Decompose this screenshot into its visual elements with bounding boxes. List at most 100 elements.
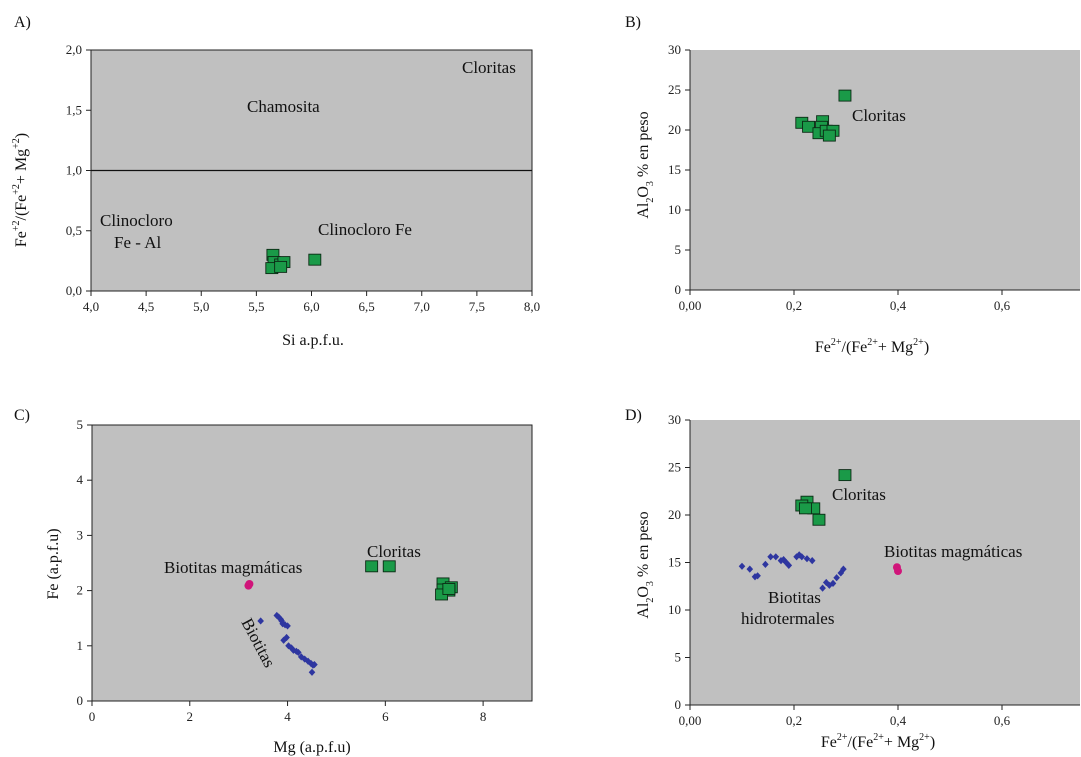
x-tick-label: 4,5 [138, 299, 154, 314]
panel-d-annotation-biotitas-magmaticas: Biotitas magmáticas [884, 542, 1022, 561]
panel-b-annotation-cloritas: Cloritas [852, 106, 906, 125]
x-tick-label: 0 [89, 709, 96, 724]
panel-c-label: C) [14, 407, 30, 424]
x-tick-label: 4,0 [83, 299, 99, 314]
y-tick-label: 2 [77, 583, 84, 598]
panel-d-y-ticks: 0 5 10 15 20 25 30 [668, 412, 690, 712]
panel-a-label: A) [14, 14, 31, 31]
panel-a-annotation-chamosita: Chamosita [247, 97, 320, 116]
panel-b-plot-area [690, 50, 1080, 290]
biotita-hidrotermal-point [840, 565, 847, 573]
biotita-hidrotermal-point [785, 561, 793, 569]
clorita-point [812, 513, 826, 526]
panel-a-y-ticks: 0,0 0,5 1,0 1,5 2,0 [66, 42, 91, 298]
x-tick-label: 7,0 [414, 299, 430, 314]
panel-c-points [244, 560, 458, 676]
y-tick-label: 5 [675, 242, 682, 257]
biotita-hidrotermal-point [746, 565, 754, 573]
panel-b-y-axis-label: Al2O3 % en peso [635, 111, 656, 218]
x-tick-label: 0,6 [994, 713, 1011, 728]
biotita-hidrotermal-point [803, 555, 811, 563]
panel-c-x-axis-label: Mg (a.p.f.u) [273, 739, 350, 756]
panel-a-x-axis-label: Si a.p.f.u. [282, 332, 344, 349]
panel-c-annotation-cloritas: Cloritas [367, 542, 421, 561]
y-tick-label: 0 [675, 282, 682, 297]
panel-d-points [738, 469, 902, 592]
clorita-point [442, 582, 456, 595]
x-tick-label: 0,00 [679, 713, 702, 728]
y-tick-label: 0,5 [66, 223, 82, 238]
y-tick-label: 1,5 [66, 102, 82, 117]
panel-c: C) 0 2 4 6 8 0 1 2 3 4 5 Biotitas magmáticas Clor… [14, 407, 533, 756]
biotita-hidrotermal-point [285, 642, 292, 650]
biotita-hidrotermal-point [295, 648, 302, 657]
biotita-hidrotermal-point [767, 553, 774, 561]
biotita-hidrotermal-point [798, 553, 806, 561]
x-tick-label: 4 [284, 709, 291, 724]
panel-b-x-axis-label: Fe2+/(Fe2++ Mg2+) [815, 337, 929, 356]
y-tick-label: 3 [77, 527, 84, 542]
panel-c-y-ticks: 0 1 2 3 4 5 [77, 417, 92, 708]
y-tick-label: 15 [668, 162, 681, 177]
x-tick-label: 2 [187, 709, 194, 724]
y-tick-label: 0,0 [66, 283, 82, 298]
biotita-hidrotermal-point [762, 560, 769, 568]
biotita-hidrotermal-point [257, 617, 264, 625]
x-tick-label: 0,6 [994, 298, 1011, 313]
panel-d-x-axis-label: Fe2+/(Fe2++ Mg2+) [821, 732, 935, 751]
panel-d-x-ticks: 0,00 0,2 0,4 0,6 [679, 705, 1011, 728]
y-tick-label: 0 [77, 693, 84, 708]
y-tick-label: 10 [668, 202, 681, 217]
panel-c-plot-area [91, 424, 533, 702]
clorita-point [822, 129, 836, 142]
clorita-point [838, 89, 852, 102]
biotita-magmatica-point [894, 567, 902, 576]
biotita-hidrotermal-point [301, 655, 308, 663]
y-tick-label: 20 [668, 507, 681, 522]
biotita-hidrotermal-point [826, 581, 833, 589]
y-tick-label: 30 [668, 42, 681, 57]
panel-b: B) 0,00 0,2 0,4 0,6 0 5 10 15 20 25 30 Cloritas F… [625, 14, 1080, 356]
y-tick-label: 15 [668, 555, 681, 570]
biotita-hidrotermal-point [279, 620, 286, 628]
panel-d-plot-area [690, 420, 1080, 705]
clorita-point [838, 469, 852, 482]
y-tick-label: 25 [668, 82, 681, 97]
biotita-hidrotermal-point [822, 578, 830, 587]
biotita-hidrotermal-point [311, 660, 318, 669]
clorita-point [365, 560, 379, 573]
panel-d-label: D) [625, 407, 642, 424]
x-tick-label: 5,5 [248, 299, 264, 314]
clorita-point [308, 253, 322, 266]
x-tick-label: 6,5 [359, 299, 375, 314]
panel-a-annotation-clinocloro-fe: Clinocloro Fe [318, 220, 412, 239]
biotita-hidrotermal-point [772, 553, 780, 561]
panel-a-y-axis-label: Fe+2/(Fe+2+ Mg+2) [11, 133, 30, 247]
y-tick-label: 1,0 [66, 163, 82, 178]
biotita-hidrotermal-point [808, 557, 816, 565]
x-tick-label: 6 [382, 709, 389, 724]
y-tick-label: 4 [77, 472, 84, 487]
biotita-hidrotermal-point [283, 633, 290, 642]
panel-a: A) 4,0 4,5 5,0 5,5 6,0 6,5 7,0 7,5 8,0 0,0 0,5 1,0… [11, 14, 540, 349]
biotita-hidrotermal-point [290, 646, 297, 654]
x-tick-label: 6,0 [303, 299, 319, 314]
panel-a-x-ticks: 4,0 4,5 5,0 5,5 6,0 6,5 7,0 7,5 8,0 [83, 291, 540, 314]
biotita-hidrotermal-point [777, 557, 785, 565]
clorita-point [798, 502, 812, 515]
biotita-magmatica-point [244, 581, 253, 590]
panel-a-annotation-clinocloro: Clinocloro [100, 211, 173, 230]
panel-b-x-ticks: 0,00 0,2 0,4 0,6 [679, 290, 1011, 313]
y-tick-label: 0 [675, 697, 682, 712]
biotita-hidrotermal-point [304, 657, 312, 665]
panel-c-x-ticks: 0 2 4 6 8 [89, 701, 486, 724]
biotita-hidrotermal-point [738, 562, 746, 570]
biotita-hidrotermal-point [307, 659, 315, 668]
panel-b-y-ticks: 0 5 10 15 20 25 30 [668, 42, 690, 297]
biotita-hidrotermal-point [751, 573, 759, 581]
x-tick-label: 0,00 [679, 298, 702, 313]
y-tick-label: 5 [77, 417, 84, 432]
clorita-point [382, 560, 396, 573]
panel-a-annotation-fe-al: Fe - Al [114, 233, 162, 252]
biotita-hidrotermal-point [833, 574, 840, 582]
